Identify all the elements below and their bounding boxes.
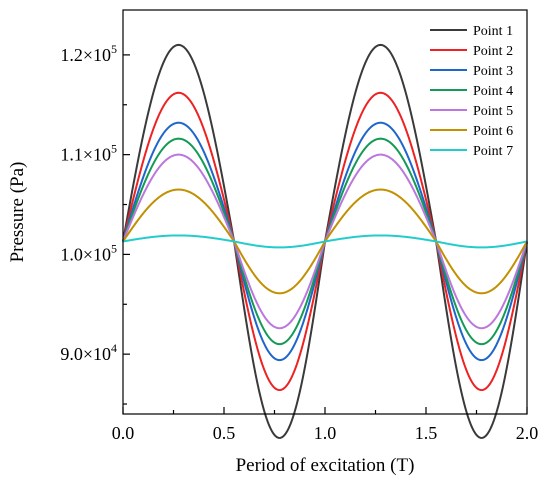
legend-label-point-2: Point 2 — [473, 44, 513, 59]
y-tick-label: 9.0×104 — [60, 341, 117, 364]
x-tick-label: 1.0 — [314, 423, 337, 443]
x-tick-label: 0.5 — [213, 423, 236, 443]
legend: Point 1 Point 2 Point 3 Point 4 Point 5 Point… — [430, 24, 513, 159]
y-tick-label: 1.2×105 — [60, 42, 117, 65]
legend-label-point-1: Point 1 — [473, 24, 513, 39]
y-axis-title: Pressure (Pa) — [7, 162, 28, 263]
legend-label-point-4: Point 4 — [473, 84, 513, 99]
x-tick-label: 0.0 — [112, 423, 135, 443]
y-tick-label: 1.0×105 — [60, 241, 117, 264]
legend-label-point-7: Point 7 — [473, 144, 513, 159]
legend-label-point-6: Point 6 — [473, 124, 513, 139]
legend-label-point-5: Point 5 — [473, 104, 513, 119]
x-tick-label: 1.5 — [415, 423, 438, 443]
ticks-layer: 0.0 0.5 1.0 1.5 2.0 9.0×104 1.0×105 1.1×105 1.2×… — [60, 42, 538, 443]
series-layer — [122, 43, 528, 439]
x-tick-label: 2.0 — [516, 423, 539, 443]
y-tick-label: 1.1×105 — [60, 142, 117, 165]
x-axis-title: Period of excitation (T) — [236, 455, 415, 476]
legend-label-point-3: Point 3 — [473, 64, 513, 79]
series-line-point-7 — [122, 234, 528, 249]
